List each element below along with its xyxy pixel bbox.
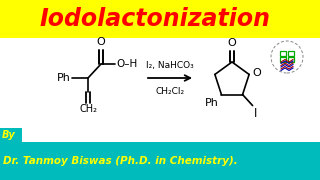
Bar	[0, 128, 22, 142]
Text: CH₂: CH₂	[79, 104, 97, 114]
Bar	[280, 51, 286, 55]
Text: I: I	[253, 107, 257, 120]
Text: I₂, NaHCO₃: I₂, NaHCO₃	[146, 61, 194, 70]
Text: O–H: O–H	[116, 59, 137, 69]
Text: Ph: Ph	[57, 73, 71, 83]
Text: Dr. Tanmoy Biswas (Ph.D. in Chemistry).: Dr. Tanmoy Biswas (Ph.D. in Chemistry).	[3, 156, 238, 166]
Bar	[288, 57, 294, 62]
Text: CH₂Cl₂: CH₂Cl₂	[156, 87, 185, 96]
Bar	[280, 57, 286, 62]
Text: O: O	[97, 37, 105, 47]
Bar	[0, 0, 320, 38]
Text: Ph: Ph	[204, 98, 219, 108]
Text: O: O	[228, 38, 236, 48]
Text: O: O	[252, 68, 261, 78]
Bar	[0, 142, 320, 180]
Text: By: By	[2, 130, 16, 140]
Bar	[288, 51, 294, 55]
Text: Iodolactonization: Iodolactonization	[39, 7, 270, 31]
